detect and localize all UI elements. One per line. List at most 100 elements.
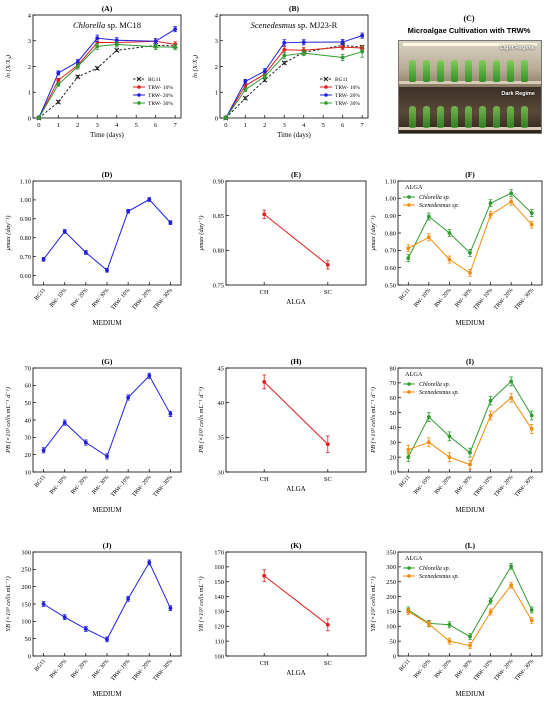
data-point <box>56 71 61 75</box>
data-point <box>262 74 267 79</box>
x-tick-label: BG11 <box>34 474 47 488</box>
panel-label: (A) <box>102 4 113 13</box>
data-point <box>282 53 287 58</box>
x-tick-label: 4 <box>115 122 119 129</box>
data-point <box>447 622 452 627</box>
legend-marker <box>407 195 411 199</box>
x-tick-label: 7 <box>361 122 365 129</box>
y-tick-label: 1.10 <box>20 178 31 185</box>
y-tick-label: 30 <box>218 469 225 476</box>
y-tick-label: 100 <box>21 619 31 626</box>
y-tick-label: 1.10 <box>385 178 396 185</box>
panel-label: (K) <box>291 541 302 550</box>
data-point <box>301 51 306 56</box>
x-tick-label: TRW- 30% <box>514 474 536 498</box>
y-tick-label: 0.85 <box>213 213 224 220</box>
x-tick-label: RW- 30% <box>454 658 473 679</box>
data-point <box>168 220 173 225</box>
chart-title-rest: sp. MJ23-R <box>296 20 338 30</box>
y-tick-label: 40 <box>218 400 225 407</box>
y-tick-label: 80 <box>390 365 397 372</box>
x-tick-label: BG11 <box>398 474 411 488</box>
y-tick-label: 70 <box>390 380 397 387</box>
chart-G: (G) 10 20 30 40 50 60 70 BG11 RW- 10% RW- 20% RW- 3… <box>5 357 182 514</box>
data-point <box>406 256 411 261</box>
x-tick-label: BG11 <box>34 287 47 301</box>
data-point <box>41 448 46 453</box>
x-tick-label: 6 <box>341 122 345 129</box>
data-point <box>55 99 61 105</box>
data-point <box>242 95 248 101</box>
data-point <box>468 634 472 639</box>
y-tick-label: 1 <box>215 90 218 97</box>
legend-title: ALGA <box>405 371 423 378</box>
y-axis-label: ln (X/X₀) <box>192 55 199 78</box>
data-point <box>325 262 330 267</box>
y-tick-label: 350 <box>386 549 396 556</box>
y-tick-label: 0 <box>393 653 396 660</box>
cultivation-photo: Light Regime Dark Regime <box>398 40 542 134</box>
data-point <box>56 78 61 83</box>
x-tick-label: TRW- 30% <box>152 287 174 311</box>
y-axis-label: μmax (day⁻¹) <box>5 216 12 251</box>
y-tick-label: 100 <box>386 624 396 631</box>
x-tick-label: 6 <box>154 122 158 129</box>
data-point <box>75 59 80 64</box>
x-tick-label: TRW- 30% <box>152 658 174 682</box>
y-tick-label: 3 <box>28 38 31 45</box>
legend-label: Chlorella sp. <box>419 566 450 572</box>
y-tick-label: 0.60 <box>20 273 31 280</box>
data-point <box>282 40 287 45</box>
culture-flask <box>493 60 500 82</box>
data-point <box>426 415 431 419</box>
photo-title: Microalgae Cultivation with TRW% <box>407 26 531 35</box>
x-tick-label: SC <box>324 660 332 667</box>
data-point <box>75 74 81 80</box>
y-tick-label: 200 <box>21 584 31 591</box>
plot-frame <box>225 180 367 286</box>
y-tick-label: 300 <box>386 564 396 571</box>
chart-A: (A) 0 1 2 3 4 0 1 2 3 4 5 6 7 Time (days) ln (X/X₀) Chlo… <box>5 4 182 139</box>
data-point <box>95 44 100 49</box>
data-point <box>126 395 131 400</box>
x-tick-label: TRW- 10% <box>110 474 132 498</box>
y-tick-label: 2 <box>28 64 31 71</box>
legend-marker <box>323 76 329 82</box>
culture-flask <box>465 60 472 82</box>
data-point <box>262 77 268 83</box>
data-point <box>173 45 178 50</box>
y-tick-label: 0.70 <box>385 248 396 255</box>
x-tick-label: 2 <box>263 122 266 129</box>
x-tick-label: SC <box>324 289 332 296</box>
y-tick-label: 50 <box>390 638 397 645</box>
y-axis-label: PB (×10³ cells mL⁻¹ d⁻¹) <box>198 387 205 454</box>
x-tick-label: RW- 10% <box>413 474 432 495</box>
data-point <box>114 47 120 53</box>
legend-marker <box>136 76 142 82</box>
chart-title-italic: Chlorella <box>73 20 105 30</box>
x-tick-label: RW- 30% <box>454 474 473 495</box>
culture-flask <box>409 60 416 82</box>
x-tick-label: 0 <box>37 122 40 129</box>
legend-marker <box>407 390 411 394</box>
x-tick-label: RW- 20% <box>70 474 89 495</box>
data-point <box>83 440 88 445</box>
y-tick-label: 0.90 <box>385 213 396 220</box>
data-point <box>282 47 287 52</box>
data-point <box>340 55 345 60</box>
x-tick-label: 0 <box>224 122 227 129</box>
series-line <box>408 201 533 274</box>
chart-B: (B) 0 1 2 3 4 0 1 2 3 4 5 6 7 Time (days) ln (X/X₀) Scen… <box>192 4 369 139</box>
data-point <box>126 596 131 601</box>
data-point <box>509 199 514 204</box>
x-tick-label: 7 <box>174 122 178 129</box>
x-tick-label: RW- 10% <box>413 287 432 308</box>
y-axis-label: PB (×10³ cells mL⁻¹ d⁻¹) <box>5 387 12 454</box>
legend-title: ALGA <box>405 184 423 191</box>
x-tick-label: 4 <box>302 122 306 129</box>
data-point <box>406 447 411 452</box>
data-point <box>325 442 330 447</box>
chart-J: (J) 0 50 100 150 200 250 300 BG11 RW- 10% RW- 20% R… <box>5 541 182 698</box>
data-point <box>509 583 514 588</box>
legend-label: TRW- 30% <box>148 101 173 107</box>
